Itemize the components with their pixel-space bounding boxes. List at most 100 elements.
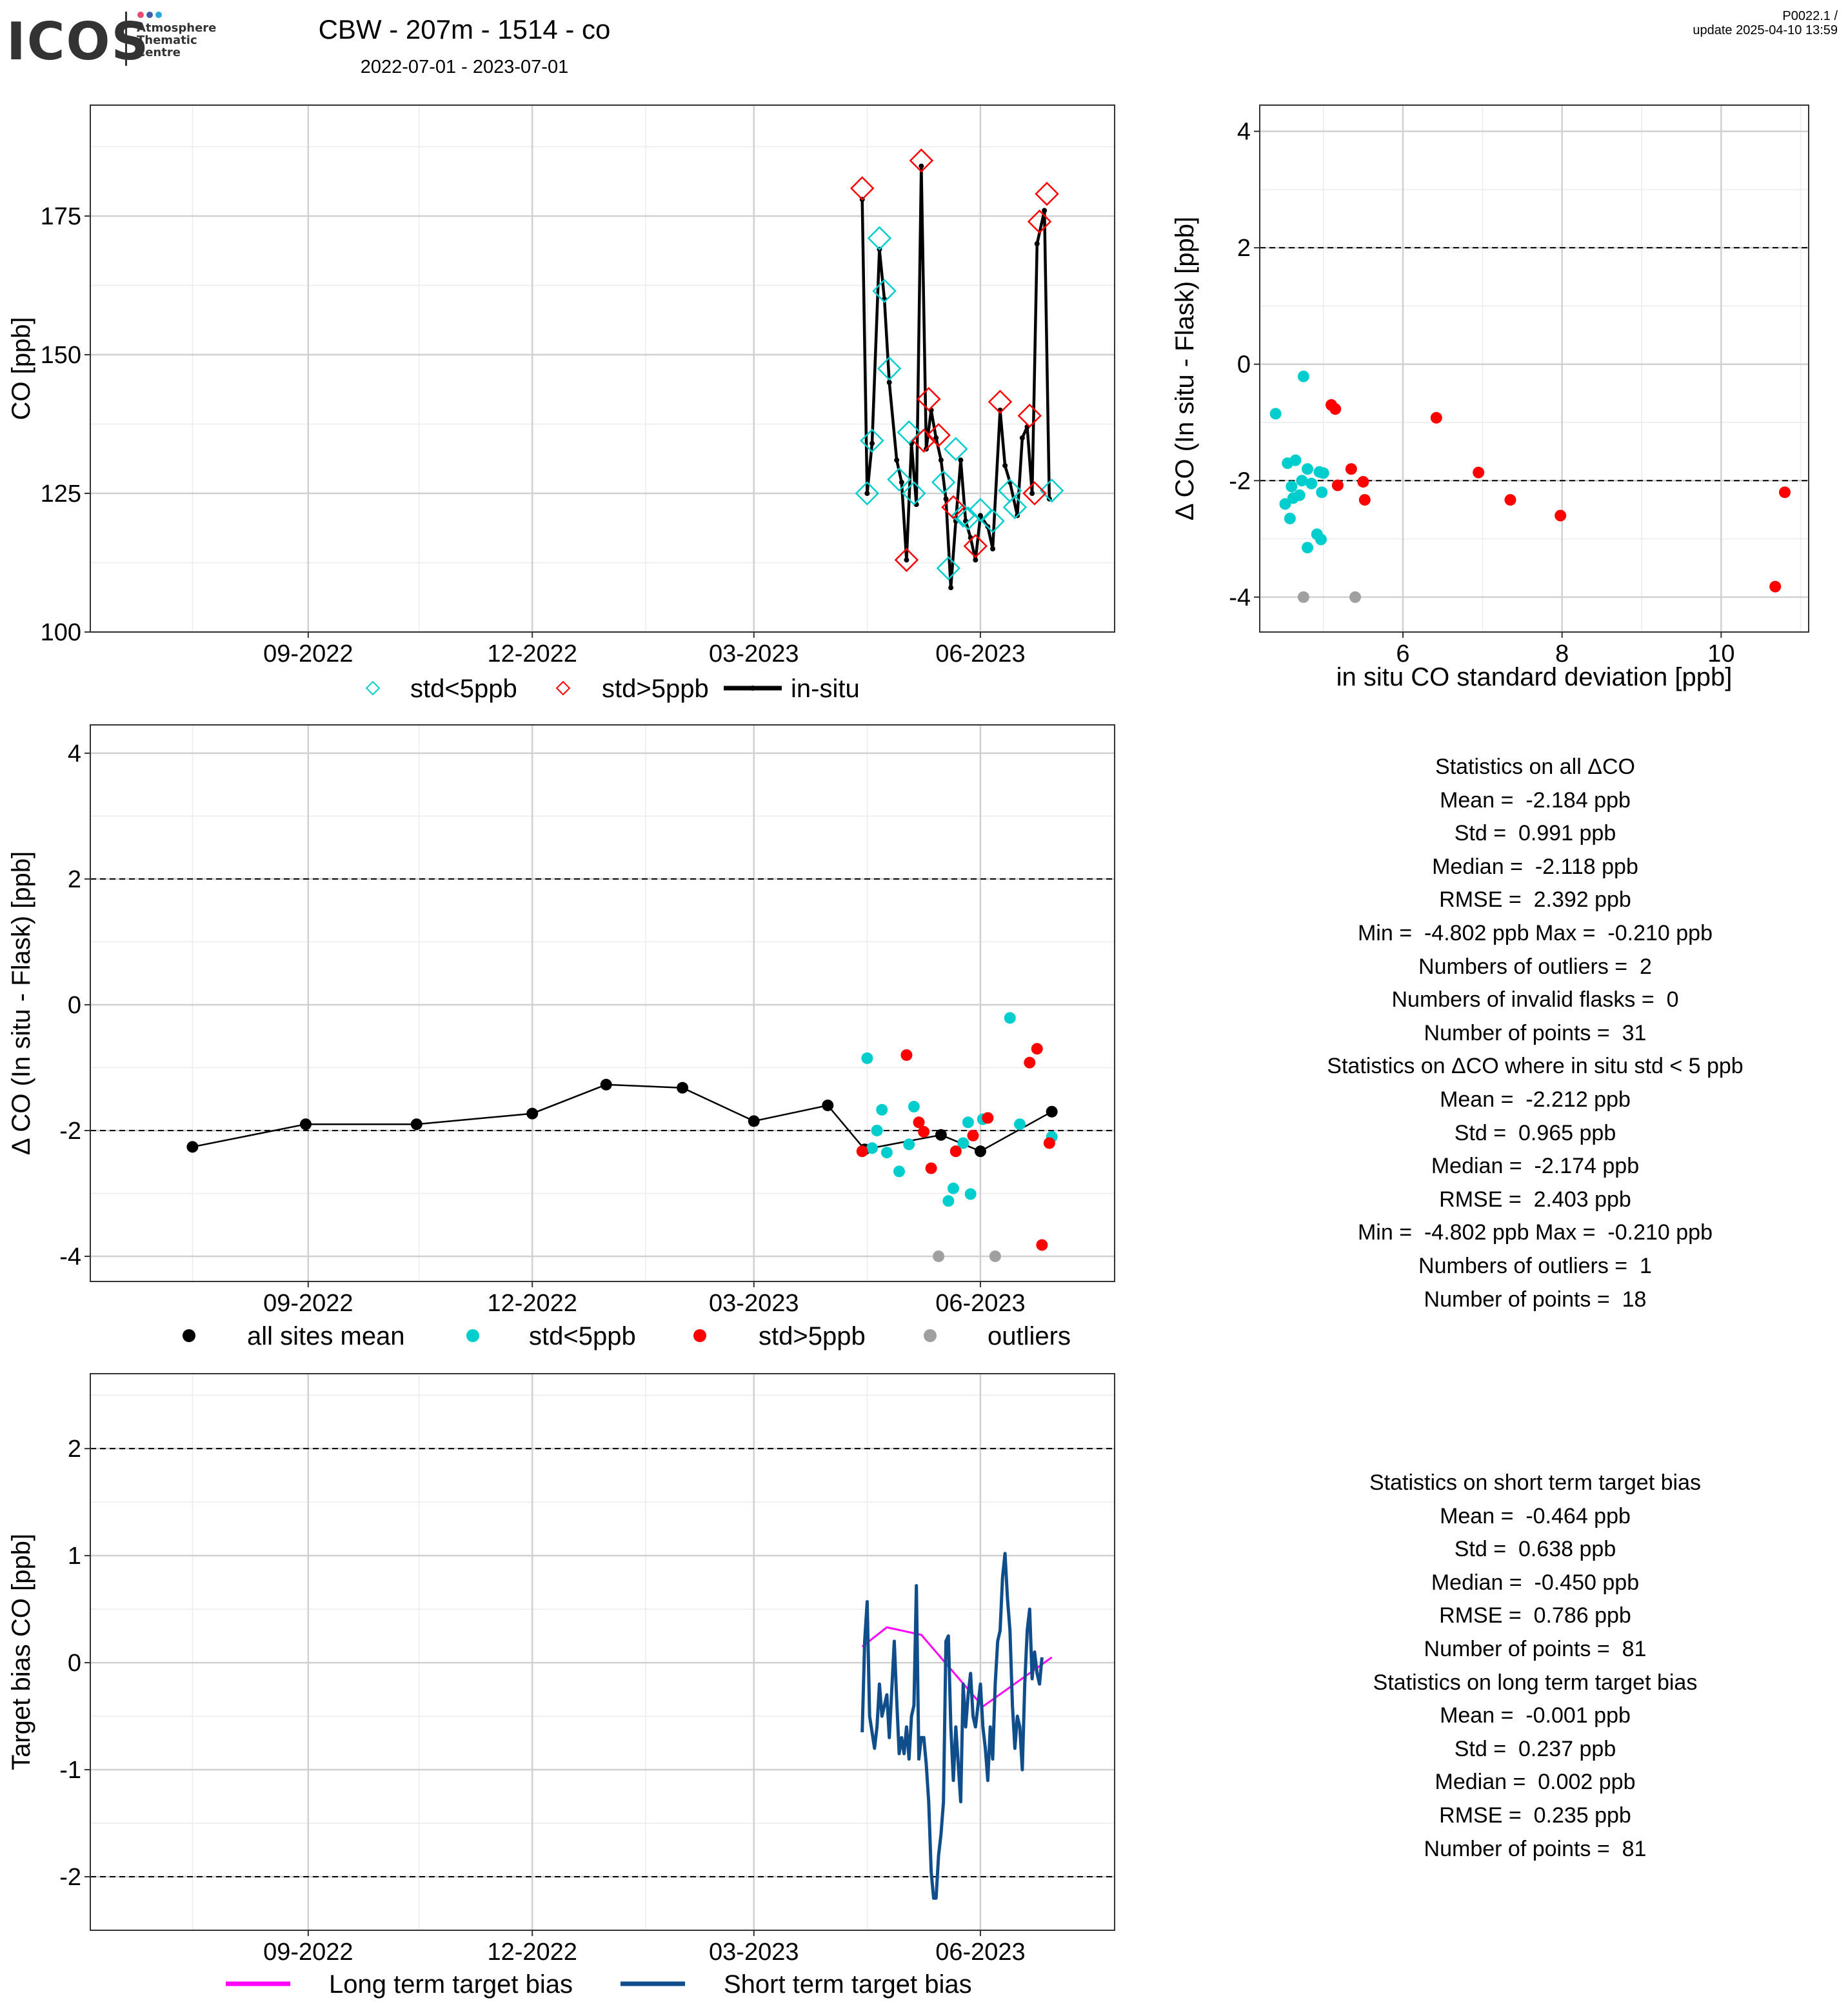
legend-key <box>183 1329 195 1342</box>
stats-all-panel: Statistics on all ΔCO Mean = -2.184 ppb … <box>1226 751 1845 1316</box>
delta-gt5-point <box>1031 1043 1043 1055</box>
period-subtitle: 2022-07-01 - 2023-07-01 <box>360 57 569 77</box>
y-tick-label: 100 <box>41 619 81 646</box>
flask-lt5-marker <box>902 481 926 506</box>
delta-lt5-point <box>880 1147 893 1159</box>
version-label: P0022.1 / <box>1782 9 1838 23</box>
delta-lt5-point <box>861 1052 873 1064</box>
flask-gt5-marker <box>894 548 919 572</box>
stats-line: Statistics on short term target bias <box>1369 1470 1701 1495</box>
stats-line: Std = 0.965 ppb <box>1454 1120 1616 1145</box>
legend-label: std>5ppb <box>759 1322 866 1350</box>
stats-line: Mean = -0.464 ppb <box>1440 1503 1631 1528</box>
plot-border <box>1259 104 1809 633</box>
flask-gt5-marker <box>909 148 934 173</box>
flask-lt5-marker <box>931 470 956 495</box>
scatter-gt5-point <box>1357 476 1369 488</box>
scatter-lt5-point <box>1297 370 1309 382</box>
stats-line: Numbers of outliers = 1 <box>1418 1253 1652 1278</box>
insitu-point <box>973 557 979 563</box>
insitu-point <box>948 585 954 591</box>
legend-label: std<5ppb <box>529 1322 636 1350</box>
plot-area <box>90 1374 1115 1930</box>
legend-key <box>924 1329 937 1342</box>
insitu-point <box>1042 208 1048 213</box>
insitu-point <box>886 380 892 385</box>
flask-lt5-marker <box>887 467 911 492</box>
flask-lt5-marker <box>872 279 897 303</box>
flask-gt5-marker <box>926 422 951 448</box>
logo-sub-line: Atmosphere <box>137 21 217 35</box>
legend-key <box>466 1329 479 1342</box>
logo-sub-line: Centre <box>137 46 181 59</box>
flask-lt5-marker <box>1039 478 1064 503</box>
plot-area <box>90 725 1115 1281</box>
short-term-line <box>860 1552 1044 1900</box>
insitu-point <box>1002 463 1008 468</box>
x-tick-label: 09-2022 <box>263 1939 353 1966</box>
stats-line: Std = 0.638 ppb <box>1454 1537 1616 1562</box>
flask-lt5-marker <box>1002 495 1028 520</box>
scatter-gt5-point <box>1329 403 1342 415</box>
stats-line: Median = 0.002 ppb <box>1435 1770 1636 1795</box>
x-tick-label: 03-2023 <box>709 1290 799 1317</box>
mean-point <box>974 1145 986 1158</box>
mean-line <box>192 1083 1053 1152</box>
x-tick-label: 12-2022 <box>487 640 577 667</box>
y-tick-label: 2 <box>1237 235 1251 262</box>
x-tick-label: 06-2023 <box>935 1290 1025 1317</box>
scatter-gt5-point <box>1345 463 1357 475</box>
legend-label: in-situ <box>791 675 860 703</box>
mean-point <box>300 1118 312 1131</box>
legend-key <box>555 680 571 696</box>
stats-line: Number of points = 31 <box>1424 1020 1647 1045</box>
x-tick-label: 10 <box>1707 640 1734 667</box>
flask-lt5-marker <box>936 556 961 580</box>
insitu-point <box>958 457 964 463</box>
scatter-outlier-point <box>1349 591 1361 603</box>
flask-gt5-marker <box>988 390 1013 414</box>
y-tick-label: -4 <box>1229 584 1251 611</box>
y-tick-label: -4 <box>59 1243 81 1270</box>
insitu-point <box>869 440 875 446</box>
delta-outlier-point <box>989 1250 1001 1262</box>
scatter-gt5-point <box>1358 494 1371 506</box>
y-tick-label: -2 <box>59 1118 81 1145</box>
title-text: CBW - 207m - 1514 - co <box>318 14 611 44</box>
scatter-lt5-point <box>1302 542 1313 554</box>
flask-lt5-marker <box>860 428 884 453</box>
scatter-lt5-point <box>1293 489 1306 501</box>
icos-logo: ICOS <box>6 12 150 72</box>
plot-area <box>90 105 1115 632</box>
update-label: update 2025-04-10 13:59 <box>1693 23 1838 37</box>
legend-label: outliers <box>988 1322 1071 1350</box>
mean-point <box>1046 1105 1058 1118</box>
x-tick-label: 8 <box>1555 640 1569 667</box>
y-tick-label: 0 <box>68 992 81 1019</box>
delta-gt5-point <box>1024 1056 1036 1069</box>
delta-gt5-point <box>949 1145 962 1158</box>
scatter-lt5-point <box>1302 463 1313 475</box>
stats-line: Median = -0.450 ppb <box>1431 1570 1640 1595</box>
flask-gt5-marker <box>1022 481 1047 506</box>
mean-point <box>935 1129 947 1141</box>
delta-gt5-point <box>982 1112 994 1124</box>
stats-line: Number of points = 18 <box>1424 1287 1647 1312</box>
insitu-point <box>899 479 904 485</box>
page-title: CBW - 207m - 1514 - co <box>0 14 1848 45</box>
delta-lt5-point <box>893 1165 905 1178</box>
x-tick-label: 06-2023 <box>935 640 1025 667</box>
insitu-point <box>919 163 924 169</box>
plot-border <box>90 724 1115 1282</box>
delta-lt5-point <box>903 1138 915 1151</box>
logo-subtitle: Atmosphere Thematic Centre <box>137 22 240 59</box>
flask-gt5-marker <box>941 495 966 520</box>
logo-dots-icon <box>137 12 162 18</box>
stats-line: Std = 0.237 ppb <box>1454 1736 1616 1761</box>
stats-line: Std = 0.991 ppb <box>1454 821 1616 846</box>
insitu-point <box>1029 491 1035 496</box>
scatter-gt5-point <box>1430 411 1442 424</box>
flask-lt5-marker <box>877 356 902 381</box>
scatter-lt5-point <box>1315 533 1327 546</box>
plot-border <box>90 1373 1115 1931</box>
